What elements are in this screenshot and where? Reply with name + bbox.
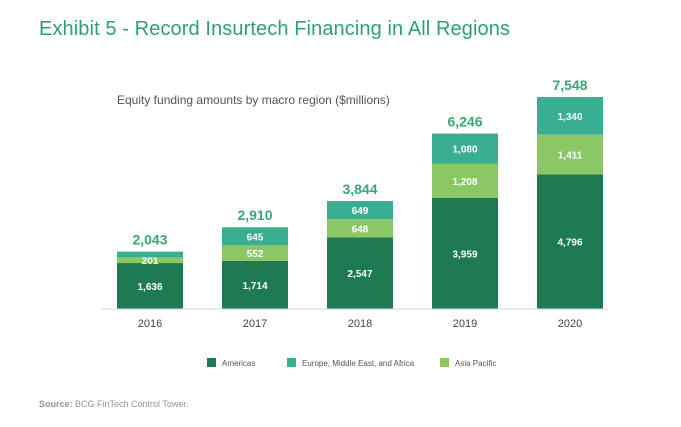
x-tick-2019: 2019 <box>453 318 477 330</box>
bar-2020-series-2 <box>537 97 603 135</box>
segment-label-2016-0: 1,636 <box>137 282 162 293</box>
segment-label-2017-1: 552 <box>247 249 264 260</box>
total-label-2019: 6,246 <box>447 114 482 130</box>
bar-2018-series-2 <box>327 201 393 220</box>
bar-2018-series-1 <box>327 219 393 238</box>
bar-2019-series-2 <box>432 133 498 164</box>
segment-label-2018-1: 648 <box>352 224 369 235</box>
segment-label-2020-1: 1,411 <box>558 150 583 161</box>
bar-2018-series-0 <box>327 237 393 309</box>
segment-label-2016-1: 201 <box>142 256 159 267</box>
source-text: BCG FinTech Control Tower. <box>75 399 189 409</box>
bar-2017-series-2 <box>222 227 288 246</box>
total-label-2017: 2,910 <box>237 207 272 223</box>
legend: Americas Europe, Middle East, and Africa A… <box>207 358 496 368</box>
legend-label-1: Europe, Middle East, and Africa <box>302 359 415 368</box>
total-label-2016: 2,043 <box>132 232 167 248</box>
total-label-2020: 7,548 <box>552 77 587 93</box>
segment-label-2018-0: 2,547 <box>347 269 372 280</box>
bars-group: 1,636 201 2,043 1,714 552 645 2,910 2,547 648 649… <box>117 77 603 309</box>
source-note: Source: BCG FinTech Control Tower. <box>39 399 188 409</box>
page-title: Exhibit 5 - Record Insurtech Financing i… <box>39 18 511 40</box>
bar-2016-series-0 <box>117 263 183 309</box>
x-tick-2017: 2017 <box>243 318 267 330</box>
segment-label-2020-0: 4,796 <box>557 238 582 249</box>
total-label-2018: 3,844 <box>342 181 377 197</box>
legend-label-2: Asia Pacific <box>455 359 496 368</box>
bar-2020-series-0 <box>537 174 603 309</box>
x-tick-2016: 2016 <box>138 318 162 330</box>
segment-label-2017-0: 1,714 <box>242 281 267 292</box>
segment-label-2019-1: 1,208 <box>452 177 477 188</box>
bar-2019-series-0 <box>432 197 498 309</box>
bar-2016-series-2 <box>117 251 183 258</box>
segment-label-2017-2: 645 <box>247 232 264 243</box>
x-tick-2020: 2020 <box>558 318 582 330</box>
x-tick-labels: 2016 2017 2018 2019 2020 <box>138 318 582 330</box>
bar-2016-series-1 <box>117 257 183 264</box>
segment-label-2019-0: 3,959 <box>452 249 477 260</box>
legend-swatch-1 <box>287 358 296 367</box>
bar-2019-series-1 <box>432 163 498 198</box>
segment-label-2020-2: 1,340 <box>557 112 582 123</box>
x-tick-2018: 2018 <box>348 318 372 330</box>
bar-2017-series-1 <box>222 245 288 261</box>
legend-swatch-0 <box>207 358 216 367</box>
segment-label-2018-2: 649 <box>352 206 369 217</box>
segment-label-2019-2: 1,080 <box>452 145 477 156</box>
source-label: Source: <box>39 399 73 409</box>
legend-label-0: Americas <box>222 359 255 368</box>
bar-2017-series-0 <box>222 260 288 309</box>
bar-2020-series-1 <box>537 134 603 175</box>
legend-swatch-2 <box>440 358 449 367</box>
chart-subtitle: Equity funding amounts by macro region (… <box>117 93 390 107</box>
